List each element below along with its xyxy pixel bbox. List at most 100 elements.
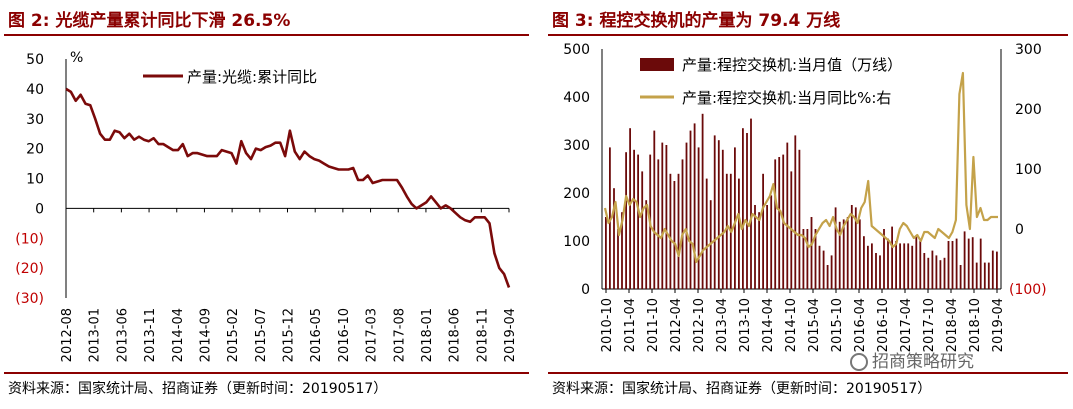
- bar: [939, 260, 942, 289]
- bar: [971, 237, 974, 289]
- x-tick-label: 2019-04: [991, 298, 1006, 352]
- bar: [621, 212, 623, 289]
- legend-label-bar: 产量:程控交换机:当月值（万线）: [682, 56, 902, 74]
- bar: [750, 118, 752, 289]
- y2-tick-label: (100): [1009, 282, 1047, 298]
- bar: [996, 251, 998, 289]
- y-tick-label: (20): [15, 261, 44, 277]
- bar: [923, 253, 926, 289]
- y-tick-label: 0: [581, 282, 590, 298]
- bar: [786, 142, 789, 289]
- right-chart-svg: 500 400 300 200 100 0 300 200 100 0 (100) 2010-10 20…: [563, 42, 1047, 352]
- bar: [738, 178, 740, 289]
- x-tick-label: 2014-04: [171, 308, 186, 362]
- wechat-icon: [850, 353, 868, 371]
- x-tick-label: 2018-06: [448, 308, 463, 362]
- bar: [774, 159, 777, 289]
- bar: [935, 255, 938, 289]
- bar: [746, 133, 748, 289]
- y-tick-label: 50: [26, 52, 44, 68]
- bar: [613, 188, 615, 289]
- left-chart-title: 图 2: 光缆产量累计同比下滑 26.5%: [8, 11, 291, 31]
- y2-tick-label: 200: [1015, 102, 1042, 118]
- bar: [891, 226, 893, 289]
- bar: [701, 113, 704, 289]
- x-tick-label: 2012-04: [669, 298, 684, 352]
- bar: [689, 130, 692, 289]
- legend-label: 产量:光缆:累计同比: [187, 68, 317, 86]
- x-tick-label: 2012-08: [60, 308, 75, 362]
- right-title-rule: [548, 34, 1068, 36]
- bar: [826, 265, 829, 289]
- bar: [778, 157, 781, 289]
- bar: [834, 207, 837, 289]
- bar: [794, 135, 797, 289]
- bar: [721, 149, 724, 289]
- bar: [770, 195, 773, 289]
- x-tick-label: 2013-10: [738, 298, 753, 352]
- bar: [818, 245, 821, 289]
- bar: [895, 241, 897, 289]
- y-tick-label: (10): [15, 231, 44, 247]
- bar: [705, 178, 708, 289]
- bar: [725, 173, 728, 289]
- bar: [806, 229, 809, 289]
- bar: [842, 219, 845, 289]
- bar: [863, 236, 865, 289]
- y-tick-label: 20: [26, 142, 44, 158]
- bar: [858, 219, 861, 289]
- bar: [681, 159, 684, 289]
- bar: [838, 221, 841, 289]
- y-tick-label: 0: [35, 201, 44, 217]
- x-tick-label: 2014-04: [761, 298, 776, 352]
- bar: [754, 205, 756, 289]
- watermark-text: 招商策略研究: [872, 352, 974, 372]
- x-tick-label: 2015-04: [807, 298, 822, 352]
- bar: [605, 217, 607, 289]
- x-tick-label: 2018-04: [945, 298, 960, 352]
- bar: [955, 238, 958, 289]
- bar: [798, 149, 801, 289]
- y-tick-label: 100: [563, 234, 590, 250]
- series-line-optical-cable: [65, 87, 511, 288]
- bar: [758, 212, 760, 289]
- bar: [879, 255, 881, 289]
- x-tick-label: 2013-06: [115, 308, 130, 362]
- x-tick-label: 2017-03: [365, 308, 380, 362]
- y2-tick-label: 100: [1015, 162, 1042, 178]
- bar: [822, 250, 825, 289]
- bar: [685, 142, 688, 289]
- right-chart-title: 图 3: 程控交换机的产量为 79.4 万线: [552, 11, 841, 31]
- bar: [697, 147, 700, 289]
- x-tick-label: 2013-11: [143, 308, 158, 362]
- x-tick-label: 2017-04: [899, 298, 914, 352]
- y-tick-label: 200: [563, 186, 590, 202]
- bar: [991, 250, 994, 289]
- bar: [830, 255, 833, 289]
- bar: [963, 231, 966, 289]
- y-unit-label: %: [70, 50, 83, 66]
- bar: [661, 142, 664, 289]
- bar: [959, 265, 962, 289]
- y-tick-label: 30: [26, 112, 44, 128]
- legend-swatch-bar: [640, 58, 674, 71]
- x-tick-label: 2014-10: [784, 298, 799, 352]
- left-chart-panel: 图 2: 光缆产量累计同比下滑 26.5% 50 40 30 20 10 0 (10) (20…: [0, 0, 533, 409]
- y-tick-label: 40: [26, 82, 44, 98]
- bar: [854, 207, 857, 289]
- legend-label-line: 产量:程控交换机:当月同比%:右: [682, 89, 891, 107]
- bar: [915, 236, 918, 289]
- left-chart-source: 资料来源：国家统计局、招商证券（更新时间：20190517）: [8, 381, 388, 397]
- left-chart-svg: 50 40 30 20 10 0 (10) (20) (30)% 2012-08 2013-01 20…: [15, 50, 518, 362]
- bar: [665, 145, 668, 289]
- y2-tick-label: 0: [1015, 222, 1024, 238]
- bar: [951, 241, 954, 289]
- x-tick-label: 2016-04: [853, 298, 868, 352]
- x-tick-label: 2013-01: [88, 308, 103, 362]
- bar: [645, 200, 648, 289]
- bar: [814, 229, 817, 289]
- bar: [967, 238, 970, 289]
- bar: [883, 229, 885, 289]
- bar: [633, 149, 635, 289]
- y-tick-label: 500: [563, 42, 590, 58]
